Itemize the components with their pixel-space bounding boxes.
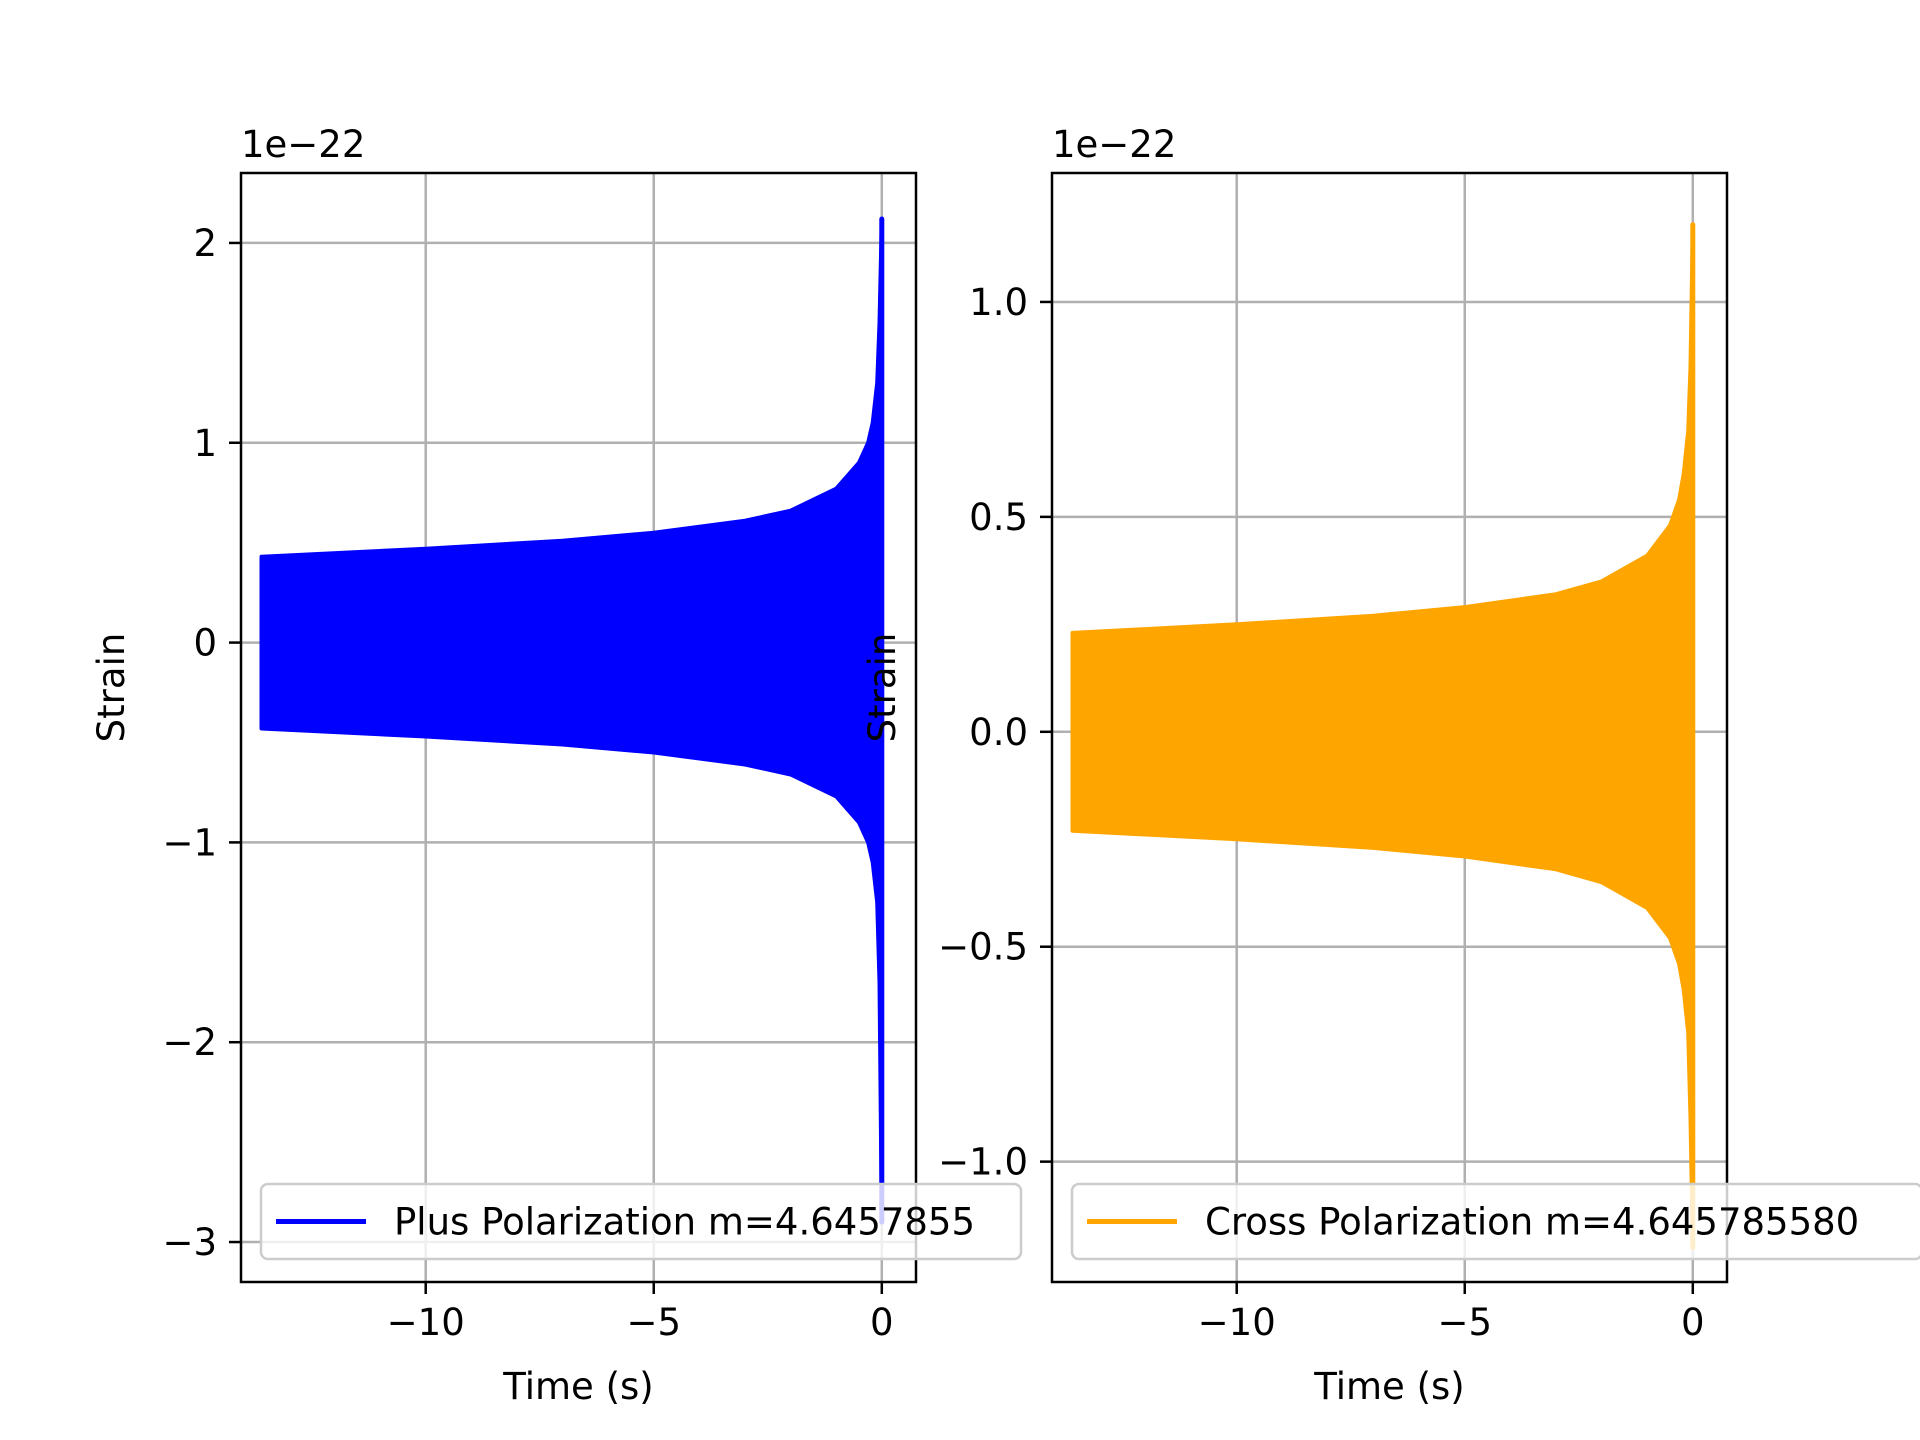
- y-tick-label: −0.5: [938, 926, 1028, 969]
- y-axis-label: Strain: [861, 633, 904, 743]
- y-tick-label: 0: [193, 622, 217, 665]
- x-tick-label: −10: [1198, 1301, 1276, 1344]
- y-axis-label: Strain: [90, 633, 133, 743]
- y-offset-text: 1e−22: [1052, 123, 1176, 166]
- x-tick-label: −5: [1437, 1301, 1492, 1344]
- y-tick-label: −1.0: [938, 1141, 1028, 1184]
- legend-2: Cross Polarization m=4.645785580: [1070, 1182, 1920, 1261]
- legend-box: [259, 1182, 1023, 1261]
- axes-frame: [1050, 171, 1729, 1284]
- axes-frame: [239, 171, 918, 1284]
- x-axis-label: Time (s): [1313, 1365, 1464, 1408]
- x-axis-label: Time (s): [502, 1365, 653, 1408]
- legend-box: [1070, 1182, 1920, 1261]
- x-tick-label: −10: [387, 1301, 465, 1344]
- series-line-1: [259, 217, 884, 1225]
- y-tick-label: 1: [193, 422, 217, 465]
- legend-label: Cross Polarization m=4.645785580: [1205, 1201, 1859, 1244]
- y-tick-label: −2: [162, 1021, 217, 1064]
- x-tick-label: 0: [1681, 1301, 1705, 1344]
- series-line-1: [1070, 222, 1695, 1250]
- y-tick-label: 0.0: [969, 711, 1028, 754]
- y-tick-label: −1: [162, 821, 217, 864]
- y-tick-label: 0.5: [969, 496, 1028, 539]
- x-tick-label: −5: [626, 1301, 681, 1344]
- y-offset-text: 1e−22: [241, 123, 365, 166]
- legend-label: Plus Polarization m=4.6457855: [394, 1201, 975, 1244]
- legend-1: Plus Polarization m=4.6457855: [259, 1182, 1023, 1261]
- x-tick-label: 0: [870, 1301, 894, 1344]
- y-tick-label: 1.0: [969, 281, 1028, 324]
- y-tick-label: −3: [162, 1221, 217, 1264]
- y-tick-label: 2: [193, 222, 217, 265]
